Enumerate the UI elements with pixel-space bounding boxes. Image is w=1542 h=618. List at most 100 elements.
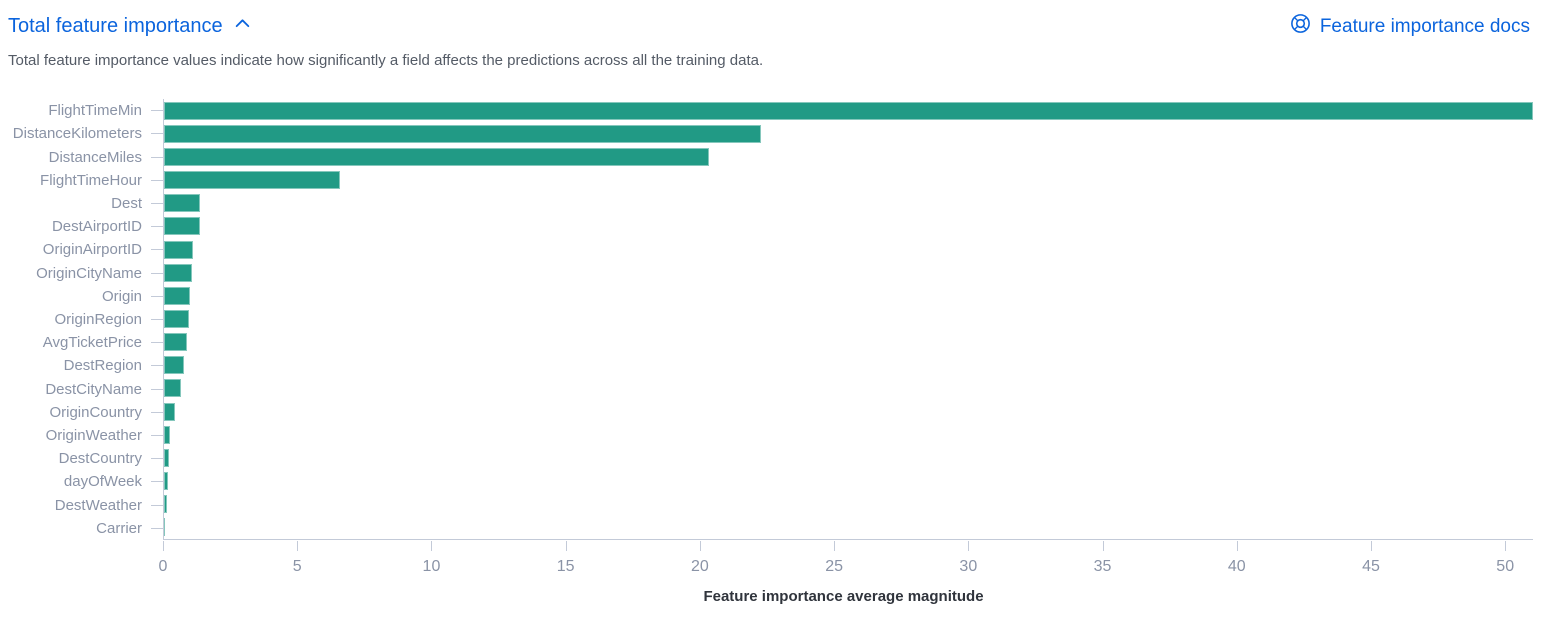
y-tick-mark [151, 342, 163, 344]
y-tick-mark [151, 458, 163, 460]
x-tick-mark [968, 541, 970, 551]
category-label: Carrier [96, 519, 142, 537]
y-tick-mark [151, 202, 163, 204]
importance-bar [164, 448, 169, 467]
category-label: DistanceMiles [48, 148, 142, 166]
chart-bar-row [164, 307, 1533, 330]
section-title: Total feature importance [8, 15, 223, 37]
category-label: Dest [111, 194, 142, 212]
importance-bar [164, 472, 169, 491]
help-icon [1290, 13, 1311, 40]
category-label-row: DestAirportID [0, 215, 163, 238]
docs-link-label: Feature importance docs [1319, 15, 1530, 37]
x-tick-label: 45 [1362, 558, 1380, 575]
y-tick-mark [151, 434, 163, 436]
category-label: DistanceKilometers [12, 125, 142, 143]
importance-bar [164, 240, 193, 259]
feature-importance-chart: FlightTimeMin DistanceKilometers DistanceM… [0, 99, 1542, 605]
category-label: FlightTimeMin [48, 102, 142, 120]
chart-bar-row [164, 168, 1533, 191]
y-tick-mark [151, 411, 163, 413]
category-label: OriginWeather [45, 426, 142, 444]
y-axis-labels: FlightTimeMin DistanceKilometers DistanceM… [0, 99, 163, 540]
category-label-row: OriginWeather [0, 424, 163, 447]
y-tick-mark [151, 133, 163, 135]
category-label-row: Dest [0, 192, 163, 215]
category-label: OriginCountry [49, 403, 142, 421]
chart-bar-row [164, 261, 1533, 284]
y-tick-mark [151, 295, 163, 297]
chevron-up-icon[interactable] [234, 15, 251, 38]
x-tick-mark [1505, 541, 1507, 551]
chart-bar-row [164, 493, 1533, 516]
category-label-row: Origin [0, 285, 163, 308]
category-label: dayOfWeek [63, 473, 142, 491]
x-tick-mark [1236, 541, 1238, 551]
chart-bar-row [164, 99, 1533, 122]
x-tick-label: 50 [1496, 558, 1515, 575]
x-tick-label: 30 [959, 558, 978, 575]
category-label-row: DestWeather [0, 493, 163, 516]
y-tick-mark [151, 272, 163, 274]
category-label: AvgTicketPrice [42, 334, 142, 352]
x-axis-title: Feature importance average magnitude [703, 588, 984, 605]
category-label-row: FlightTimeMin [0, 99, 163, 122]
y-tick-mark [151, 110, 163, 112]
importance-bar [164, 379, 181, 398]
section-toggle[interactable]: Total feature importance [8, 15, 251, 38]
category-label: DestWeather [54, 496, 142, 514]
category-label-row: DistanceMiles [0, 145, 163, 168]
category-label-row: AvgTicketPrice [0, 331, 163, 354]
importance-bar [164, 333, 188, 352]
x-tick-mark [1102, 541, 1104, 551]
y-tick-mark [151, 156, 163, 158]
y-tick-mark [151, 318, 163, 320]
y-tick-mark [151, 481, 163, 483]
category-label: OriginRegion [54, 310, 142, 328]
category-label: DestAirportID [51, 218, 142, 236]
importance-bar [164, 356, 184, 375]
y-tick-mark [151, 388, 163, 390]
x-tick-mark [297, 541, 299, 551]
y-tick-mark [151, 249, 163, 251]
importance-bar [164, 425, 170, 444]
chart-bar-row [164, 400, 1533, 423]
x-tick-label: 40 [1227, 558, 1246, 575]
category-label: DestCountry [58, 450, 142, 468]
category-label: DestCityName [45, 380, 142, 398]
docs-link[interactable]: Feature importance docs [1290, 13, 1530, 40]
chart-bar-row [164, 446, 1533, 469]
x-tick-label: 35 [1093, 558, 1112, 575]
y-tick-mark [151, 179, 163, 181]
category-label: DestRegion [63, 357, 142, 375]
x-tick-label: 25 [825, 558, 843, 575]
x-tick-mark [163, 541, 164, 551]
category-label-row: OriginAirportID [0, 238, 163, 261]
chart-bar-row [164, 145, 1533, 168]
chart-bar-row [164, 331, 1533, 354]
chart-bar-row [164, 238, 1533, 261]
category-label-row: OriginRegion [0, 308, 163, 331]
category-label-row: DestCountry [0, 447, 163, 470]
x-tick-mark [699, 541, 701, 551]
importance-bar [164, 217, 200, 236]
y-tick-mark [151, 527, 163, 529]
importance-bar [164, 286, 190, 305]
importance-bar [164, 518, 165, 537]
chart-bar-row [164, 284, 1533, 307]
importance-bar [164, 194, 201, 213]
chart-bar-row [164, 354, 1533, 377]
chart-bar-row [164, 192, 1533, 215]
y-tick-mark [151, 226, 163, 228]
category-label: Origin [101, 287, 142, 305]
category-label-row: DestRegion [0, 354, 163, 377]
x-tick-mark [1370, 541, 1372, 551]
category-label-row: DistanceKilometers [0, 122, 163, 145]
chart-bar-row [164, 470, 1533, 493]
category-label-row: DestCityName [0, 377, 163, 400]
x-tick-mark [565, 541, 567, 551]
chart-bar-row [164, 516, 1533, 539]
x-tick-label: 20 [690, 558, 709, 575]
importance-bar [164, 124, 761, 143]
category-label: FlightTimeHour [40, 171, 142, 189]
